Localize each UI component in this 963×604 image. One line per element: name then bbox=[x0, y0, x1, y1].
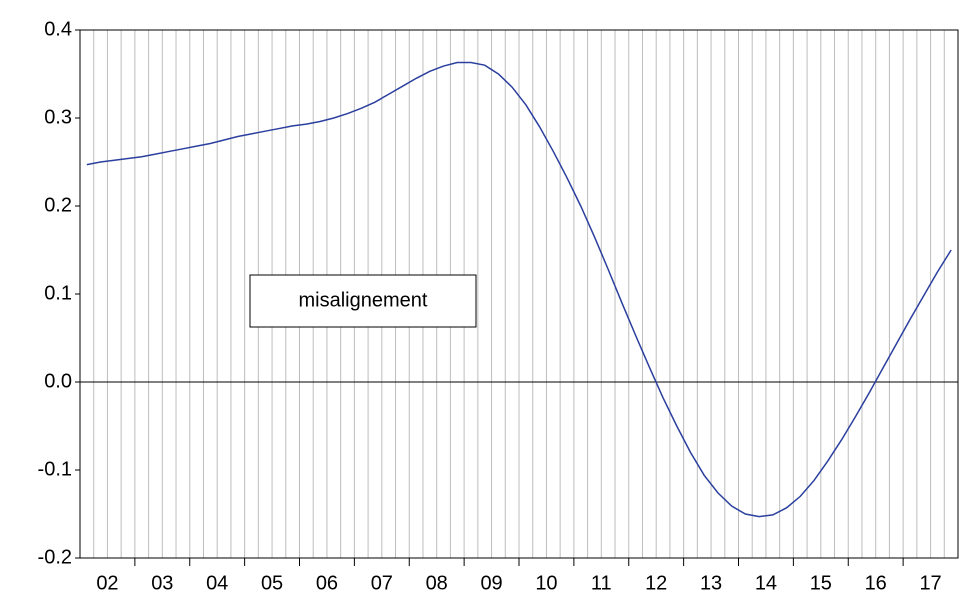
x-tick-label: 07 bbox=[371, 572, 393, 594]
x-tick-label: 04 bbox=[206, 572, 228, 594]
x-tick-label: 08 bbox=[426, 572, 448, 594]
y-tick-label: 0.4 bbox=[44, 18, 72, 40]
x-tick-label: 15 bbox=[810, 572, 832, 594]
y-tick-label: -0.1 bbox=[38, 458, 72, 480]
grid bbox=[80, 30, 958, 558]
x-tick-label: 12 bbox=[645, 572, 667, 594]
x-tick-label: 06 bbox=[316, 572, 338, 594]
y-tick-label: 0.1 bbox=[44, 282, 72, 304]
y-tick-label: 0.3 bbox=[44, 106, 72, 128]
annotation-box bbox=[249, 274, 477, 328]
x-tick-label: 02 bbox=[96, 572, 118, 594]
x-tick-label: 03 bbox=[151, 572, 173, 594]
marks bbox=[86, 61, 952, 518]
series-line bbox=[86, 61, 952, 518]
x-tick-label: 09 bbox=[480, 572, 502, 594]
annotation: misalignement bbox=[299, 289, 428, 311]
x-tick-label: 10 bbox=[535, 572, 557, 594]
x-tick-label: 05 bbox=[261, 572, 283, 594]
x-tick-label: 13 bbox=[700, 572, 722, 594]
x-tick-label: 17 bbox=[919, 572, 941, 594]
x-tick-label: 14 bbox=[755, 572, 777, 594]
x-tick-label: 16 bbox=[865, 572, 887, 594]
y-tick-label: 0.2 bbox=[44, 194, 72, 216]
y-tick-label: 0.0 bbox=[44, 370, 72, 392]
x-tick-label: 11 bbox=[591, 572, 612, 594]
y-tick-label: -0.2 bbox=[38, 546, 72, 568]
